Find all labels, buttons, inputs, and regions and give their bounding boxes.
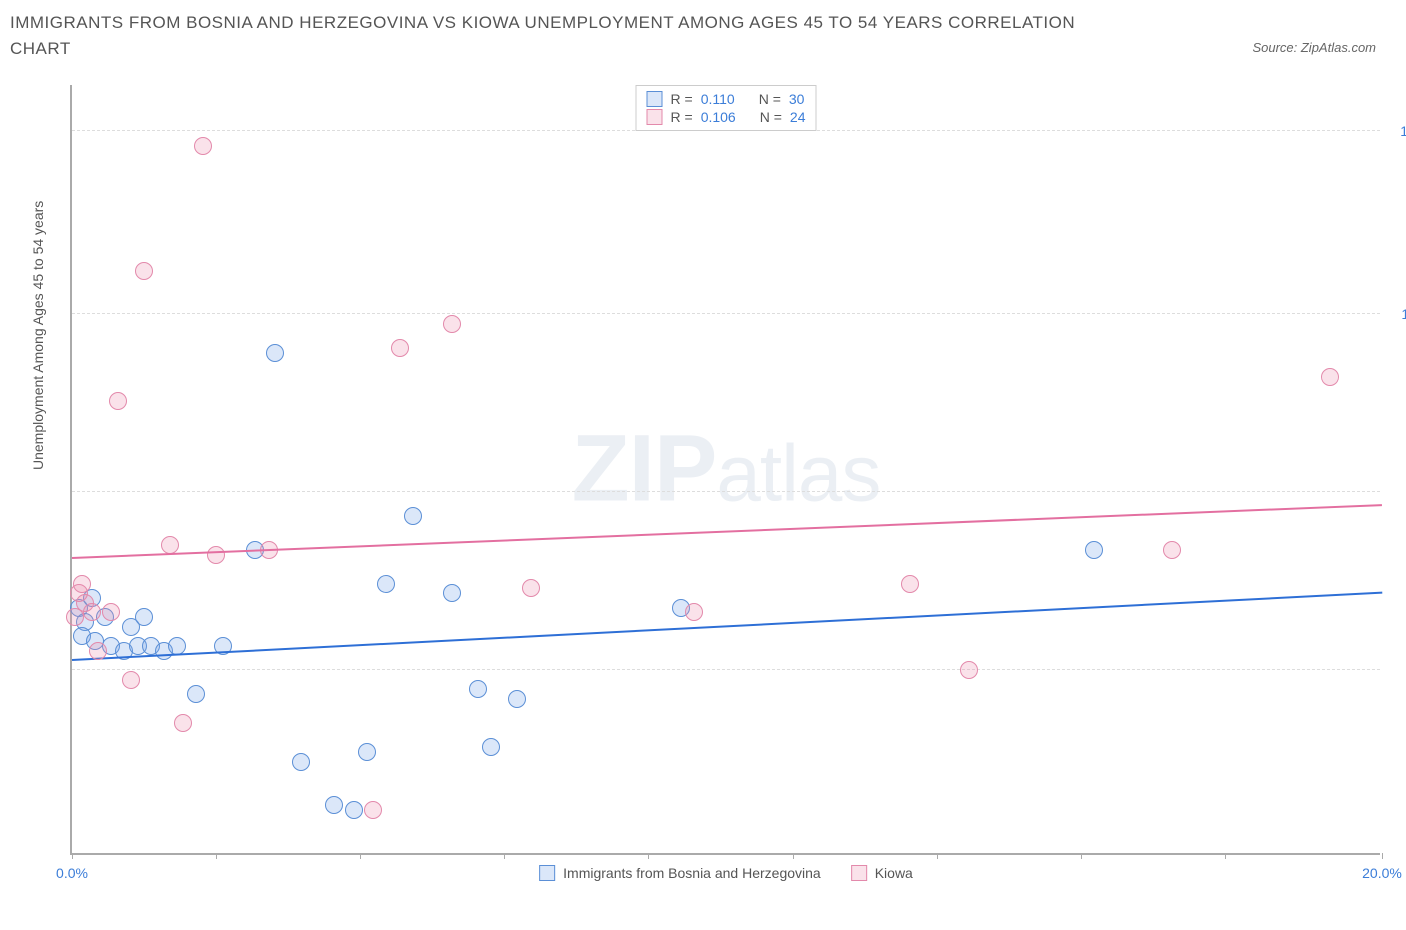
x-tick-mark: [648, 853, 649, 859]
data-point: [960, 661, 978, 679]
n-label: N =: [760, 109, 782, 125]
x-tick-label: 20.0%: [1362, 865, 1402, 881]
watermark: ZIPatlas: [572, 415, 881, 524]
data-point: [135, 262, 153, 280]
data-point: [443, 584, 461, 602]
data-point: [508, 690, 526, 708]
data-point: [83, 603, 101, 621]
data-point: [345, 801, 363, 819]
data-point: [1321, 368, 1339, 386]
x-tick-mark: [793, 853, 794, 859]
data-point: [358, 743, 376, 761]
trend-line: [72, 591, 1382, 660]
data-point: [89, 642, 107, 660]
swatch-series1: [647, 91, 663, 107]
data-point: [404, 507, 422, 525]
y-tick-label: 11.2%: [1385, 306, 1406, 322]
y-tick-label: 15.0%: [1385, 123, 1406, 139]
swatch-series2: [851, 865, 867, 881]
data-point: [66, 608, 84, 626]
stats-row-series2: R = 0.106 N = 24: [647, 108, 806, 126]
x-tick-mark: [72, 853, 73, 859]
x-tick-mark: [1081, 853, 1082, 859]
data-point: [522, 579, 540, 597]
data-point: [901, 575, 919, 593]
data-point: [109, 392, 127, 410]
gridline: [72, 669, 1380, 670]
y-tick-label: 3.8%: [1385, 662, 1406, 678]
stats-row-series1: R = 0.110 N = 30: [647, 90, 806, 108]
watermark-big: ZIP: [572, 416, 717, 522]
gridline: [72, 313, 1380, 314]
gridline: [72, 491, 1380, 492]
data-point: [1163, 541, 1181, 559]
stats-legend: R = 0.110 N = 30 R = 0.106 N = 24: [636, 85, 817, 131]
x-tick-mark: [937, 853, 938, 859]
data-point: [443, 315, 461, 333]
data-point: [187, 685, 205, 703]
chart-container: IMMIGRANTS FROM BOSNIA AND HERZEGOVINA V…: [10, 10, 1396, 920]
x-tick-label: 0.0%: [56, 865, 88, 881]
data-point: [174, 714, 192, 732]
r-value-series1: 0.110: [701, 91, 735, 107]
n-value-series1: 30: [789, 91, 805, 107]
legend-item-series2: Kiowa: [851, 865, 913, 881]
swatch-series2: [647, 109, 663, 125]
legend-label-series1: Immigrants from Bosnia and Herzegovina: [563, 865, 821, 881]
data-point: [266, 344, 284, 362]
data-point: [482, 738, 500, 756]
legend-item-series1: Immigrants from Bosnia and Herzegovina: [539, 865, 821, 881]
n-label: N =: [759, 91, 781, 107]
data-point: [292, 753, 310, 771]
legend-label-series2: Kiowa: [875, 865, 913, 881]
data-point: [685, 603, 703, 621]
y-axis-label: Unemployment Among Ages 45 to 54 years: [30, 201, 46, 470]
y-tick-label: 7.5%: [1385, 484, 1406, 500]
plot-area: ZIPatlas R = 0.110 N = 30 R = 0.106 N = …: [70, 85, 1380, 855]
n-value-series2: 24: [790, 109, 806, 125]
data-point: [102, 603, 120, 621]
data-point: [135, 608, 153, 626]
data-point: [391, 339, 409, 357]
data-point: [1085, 541, 1103, 559]
x-tick-mark: [360, 853, 361, 859]
chart-title: IMMIGRANTS FROM BOSNIA AND HERZEGOVINA V…: [10, 10, 1110, 61]
data-point: [73, 575, 91, 593]
data-point: [325, 796, 343, 814]
r-label: R =: [671, 91, 693, 107]
swatch-series1: [539, 865, 555, 881]
series-legend: Immigrants from Bosnia and Herzegovina K…: [539, 865, 913, 881]
x-tick-mark: [216, 853, 217, 859]
watermark-small: atlas: [716, 429, 880, 518]
data-point: [161, 536, 179, 554]
data-point: [364, 801, 382, 819]
data-point: [194, 137, 212, 155]
data-point: [122, 671, 140, 689]
data-point: [207, 546, 225, 564]
source-attribution: Source: ZipAtlas.com: [1252, 40, 1376, 55]
r-label: R =: [671, 109, 693, 125]
x-tick-mark: [1225, 853, 1226, 859]
data-point: [377, 575, 395, 593]
x-tick-mark: [504, 853, 505, 859]
x-tick-mark: [1382, 853, 1383, 859]
r-value-series2: 0.106: [701, 109, 736, 125]
data-point: [469, 680, 487, 698]
